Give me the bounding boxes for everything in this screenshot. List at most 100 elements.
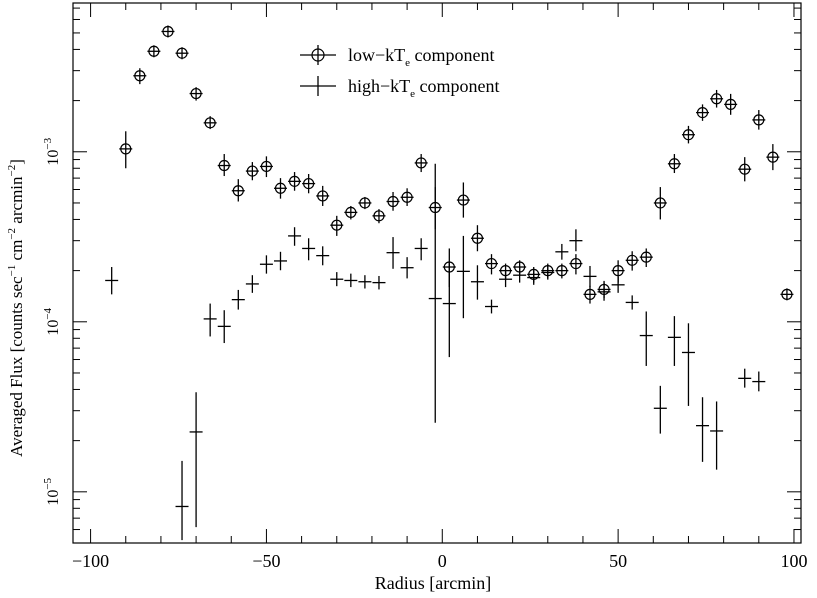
high-kte-point	[273, 251, 287, 271]
legend-subscript: e	[405, 57, 410, 69]
high-kte-point	[316, 246, 330, 266]
high-kte-series	[105, 163, 766, 541]
legend-prefix: high−kT	[348, 76, 410, 96]
high-kte-point	[499, 271, 513, 288]
circle-marker	[654, 197, 666, 209]
y-tick-exponent: −4	[42, 307, 54, 319]
circle-marker	[753, 114, 765, 126]
high-kte-point	[203, 303, 217, 337]
low-kte-series	[119, 25, 794, 304]
high-kte-point	[302, 238, 316, 261]
high-kte-point	[288, 227, 302, 246]
circle-marker	[710, 93, 723, 105]
high-kte-point	[105, 267, 119, 295]
low-kte-point	[569, 254, 583, 275]
y-tick-base: 10	[45, 490, 62, 506]
x-axis-title: Radius [arcmin]	[375, 573, 491, 593]
low-kte-point	[161, 25, 175, 38]
circle-marker	[556, 265, 568, 277]
y-tick-base: 10	[45, 320, 62, 336]
high-kte-point	[696, 397, 710, 462]
low-kte-point	[386, 192, 400, 211]
low-kte-point	[766, 144, 780, 171]
y-title-superscript: −2	[6, 165, 18, 177]
circle-marker	[570, 257, 582, 270]
y-axis-label: Averaged Flux [counts sec−1 cm−2 arcmin−…	[6, 159, 26, 457]
high-kte-point	[189, 392, 203, 528]
low-kte-point	[302, 174, 316, 194]
legend-suffix: component	[410, 45, 494, 65]
high-kte-point	[231, 289, 245, 310]
circle-marker	[387, 195, 399, 208]
low-kte-point	[555, 263, 569, 279]
high-kte-point	[259, 255, 273, 274]
circle-marker	[401, 191, 413, 203]
high-kte-point	[513, 267, 527, 283]
high-kte-point	[414, 238, 428, 261]
circle-marker	[668, 158, 680, 170]
high-kte-point	[681, 323, 695, 406]
plot-frame	[72, 2, 802, 544]
high-kte-point	[639, 311, 653, 366]
low-kte-point	[203, 116, 217, 130]
x-tick-label: 0	[438, 551, 447, 571]
circle-marker	[781, 288, 793, 300]
low-kte-point	[147, 45, 161, 58]
y-title-superscript: −2	[6, 228, 18, 240]
high-kte-point	[386, 237, 400, 269]
legend-subscript: e	[410, 88, 415, 100]
circle-marker	[288, 175, 301, 187]
low-kte-point	[653, 187, 667, 220]
low-kte-point	[752, 110, 766, 130]
low-kte-point	[372, 209, 386, 224]
circle-marker	[345, 206, 357, 218]
circle-marker	[640, 251, 652, 263]
low-kte-point	[133, 68, 147, 85]
low-kte-point	[710, 89, 724, 108]
low-kte-point	[217, 154, 231, 177]
circle-marker	[162, 25, 174, 38]
high-kte-point	[330, 272, 344, 287]
y-title-main: Averaged Flux [counts sec	[7, 276, 26, 457]
high-kte-point	[653, 385, 667, 434]
circle-marker	[373, 210, 385, 222]
circle-marker	[331, 219, 343, 231]
circle-marker	[696, 106, 709, 119]
circle-marker	[274, 182, 287, 194]
y-axis-title: Averaged Flux [counts sec−1 cm−2 arcmin−…	[6, 159, 26, 457]
high-kte-point	[442, 261, 456, 358]
high-kte-point	[752, 371, 766, 392]
circle-marker	[725, 98, 737, 110]
high-kte-point	[625, 295, 639, 310]
y-tick-base: 10	[45, 150, 62, 166]
high-kte-point	[738, 368, 752, 388]
circle-marker	[246, 165, 258, 177]
plot-border	[72, 2, 802, 544]
circle-marker	[415, 157, 427, 169]
low-kte-point	[231, 179, 245, 202]
x-tick-label: 50	[609, 551, 627, 571]
circle-marker	[317, 190, 329, 202]
circle-marker	[457, 194, 469, 206]
low-kte-point	[583, 285, 597, 304]
low-kte-point	[696, 104, 710, 121]
low-kte-point	[639, 248, 653, 268]
svg-text:10−4: 10−4	[42, 307, 62, 335]
high-kte-point	[245, 275, 259, 293]
low-kte-point	[175, 47, 189, 60]
circle-marker	[471, 232, 484, 244]
low-kte-point	[738, 157, 752, 182]
high-kte-point	[569, 229, 583, 252]
low-kte-point	[288, 172, 302, 191]
circle-marker	[176, 47, 188, 59]
y-tick-exponent: −5	[42, 477, 54, 489]
high-kte-point	[456, 235, 470, 319]
circle-marker	[148, 45, 160, 57]
high-kte-point	[555, 243, 569, 260]
y-title-part: arcmin	[7, 176, 26, 228]
circle-marker	[204, 117, 216, 129]
circle-marker	[120, 143, 132, 155]
low-kte-point	[259, 156, 273, 178]
circle-marker	[767, 151, 779, 163]
